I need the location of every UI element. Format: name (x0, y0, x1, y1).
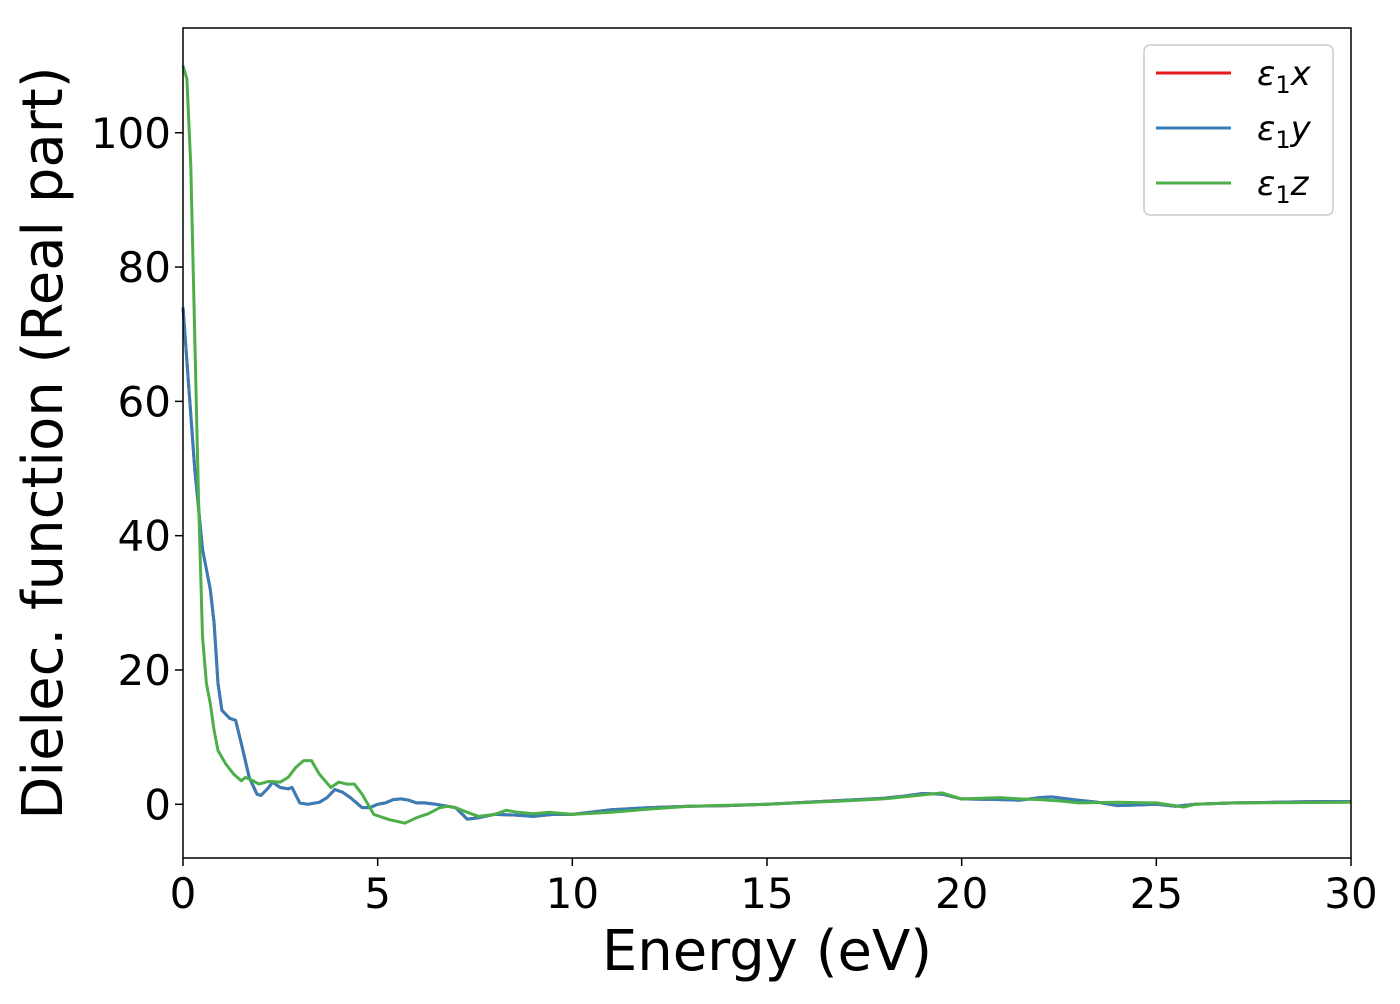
x-tick-label: 0 (170, 869, 197, 918)
legend-label: ε1z (1257, 164, 1310, 209)
legend-entry-z: ε1z (1156, 164, 1310, 209)
legend-frame (1143, 44, 1334, 216)
y-axis-label: Dielec. function (Real part) (11, 66, 76, 819)
x-tick-label: 25 (1130, 869, 1183, 918)
legend: ε1x ε1y ε1z (1143, 44, 1334, 216)
x-tick-label: 20 (935, 869, 988, 918)
series-line-x (181, 307, 1351, 821)
series-line-z (181, 65, 1352, 825)
legend-entry-x: ε1x (1156, 54, 1312, 99)
y-ticks: 0 20 40 60 80 100 (91, 109, 183, 829)
x-ticks: 0 5 10 15 20 25 30 (170, 858, 1378, 918)
series-lines (181, 65, 1352, 825)
legend-entry-y: ε1y (1156, 109, 1312, 154)
x-tick-label: 30 (1324, 869, 1377, 918)
legend-label: ε1x (1257, 54, 1312, 99)
series-line-y (181, 307, 1351, 821)
x-tick-label: 10 (546, 869, 599, 918)
y-tick-label: 60 (118, 377, 171, 426)
y-tick-label: 80 (118, 243, 171, 292)
y-tick-label: 100 (91, 109, 171, 158)
x-axis-label: Energy (eV) (602, 919, 932, 984)
y-tick-label: 40 (118, 512, 171, 561)
y-tick-label: 0 (144, 780, 171, 829)
y-tick-label: 20 (118, 646, 171, 695)
x-tick-label: 5 (364, 869, 391, 918)
legend-label: ε1y (1257, 109, 1312, 154)
x-tick-label: 15 (740, 869, 793, 918)
